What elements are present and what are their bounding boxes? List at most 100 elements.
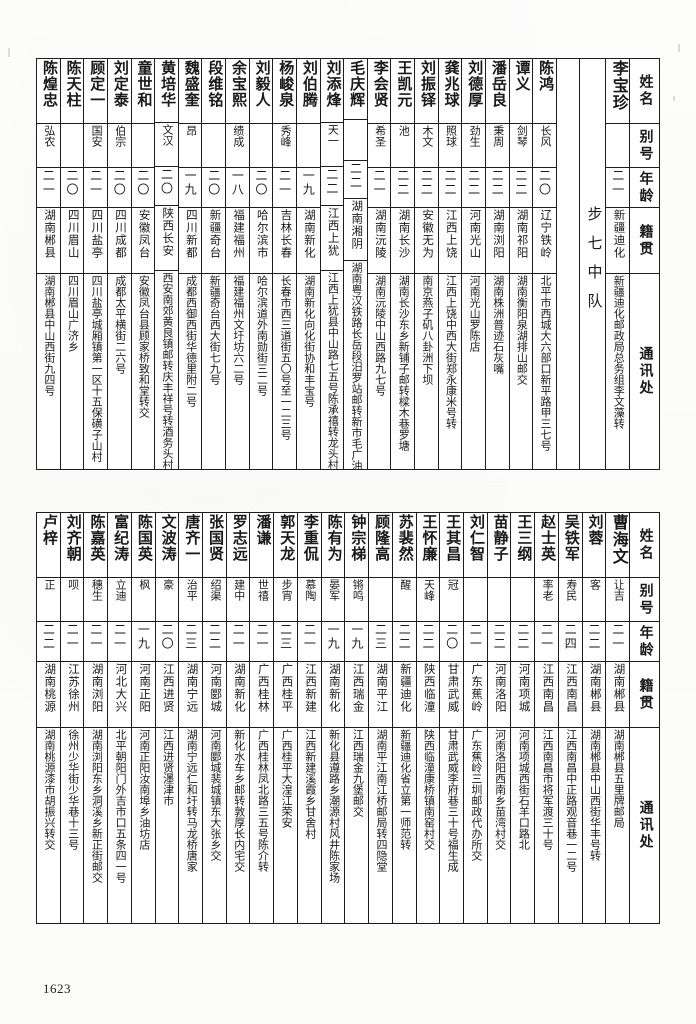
cell-native: 湖南新化 (321, 661, 345, 727)
cell-alias: 池 (391, 123, 414, 167)
cell-address-text: 成都西御西街华德里附二号 (184, 275, 197, 407)
cell-alias (606, 123, 629, 167)
person-column: 余宝熙 缋成 一八 福建福州 福建福州文圩坊六二号 (225, 59, 249, 469)
cell-age-text: 二一 (41, 169, 56, 197)
cell-name: 黄培华 (155, 59, 178, 122)
cell-name: 唐齐一 (179, 513, 202, 577)
cell-age: 二二 (344, 160, 367, 198)
cell-native: 湖南平江 (369, 661, 392, 727)
cell-age: 二〇 (155, 165, 178, 206)
cell-age-text: 二二 (419, 169, 434, 197)
cell-name-text: 刘仁智 (467, 514, 484, 562)
cell-name: 余宝熙 (226, 59, 249, 123)
cell-alias: 世禧 (250, 577, 274, 621)
person-column: 刘振铎 木文 二二 安徽无为 南京燕子矶八卦洲下坝 (414, 59, 438, 469)
cell-age-text: 二二 (492, 623, 507, 651)
cell-alias: 呗 (60, 577, 84, 621)
cell-native: 新疆奇台 (202, 207, 225, 273)
cell-age: 二二 (415, 167, 438, 207)
cell-address: 江西瑞金九堡邮交 (345, 727, 369, 923)
cell-alias: 醒 (392, 577, 416, 621)
cell-alias-text: 希圣 (373, 125, 386, 147)
cell-alias-text: 剑琴 (515, 125, 528, 147)
cell-native: 陕西长安 (155, 205, 178, 270)
cell-address-text: 湖南沅陵中山西路九七号 (373, 275, 386, 396)
cell-address-text: 湖南桃源漆市胡振兴转交 (42, 729, 55, 850)
cell-name: 郭天龙 (274, 513, 297, 577)
cell-age-text: 二一 (539, 623, 554, 651)
cell-name-text: 文波涛 (159, 514, 176, 562)
cell-address-text: 南京燕子矶八卦洲下坝 (420, 275, 433, 385)
cell-alias: 客 (582, 577, 606, 621)
cell-address: 江西进贤濹津市 (155, 727, 179, 923)
cell-address: 四川眉山广济乡 (60, 273, 84, 469)
person-column: 李会贤 希圣 二一 湖南沅陵 湖南沅陵中山西路九七号 (366, 59, 391, 469)
cell-name-text: 童世和 (135, 60, 152, 108)
cell-age: 二一 (84, 621, 108, 661)
cell-alias: 昂 (178, 123, 202, 167)
cell-name: 陈鸿 (533, 59, 556, 123)
cell-name: 刘振铎 (415, 59, 438, 123)
cell-name-text: 顾定一 (88, 60, 105, 108)
cell-age-text: 二〇 (159, 167, 174, 196)
cell-native-text: 湖南湘阴 (350, 200, 363, 251)
cell-native-text: 河南正阳 (138, 663, 151, 713)
cell-native: 新疆迪化 (606, 207, 629, 273)
cell-age-text: 二〇 (537, 169, 552, 197)
cell-name: 罗志远 (227, 513, 250, 577)
cell-age: 二一 (108, 621, 131, 661)
cell-name: 陈有为 (322, 513, 345, 577)
cell-native: 河南正阳 (131, 661, 155, 727)
cell-alias: 锵鸣 (345, 577, 369, 621)
cell-age: 二二 (511, 621, 535, 661)
cell-native: 湖南新化 (226, 661, 250, 727)
cell-alias-text: 伯宗 (113, 125, 126, 147)
person-column: 苗静子 二二 河南洛阳 河南洛阳西南乡苗湾村交 (486, 513, 511, 923)
cell-age-text: 二三 (373, 623, 388, 651)
person-column-lead: 曹海文 让吉 二一 湖南郴县 湖南郴县五里牌邮局 (605, 513, 629, 923)
cell-age-text: 二一 (65, 623, 80, 651)
cell-age-text: 二二 (348, 162, 363, 191)
section-label-text: 步七中队 (585, 206, 602, 322)
cell-name-text: 刘毅人 (253, 60, 270, 108)
cell-alias: 天峰 (416, 577, 440, 621)
cell-name-text: 黄培华 (159, 60, 176, 108)
roster-table-top: 陈煌忠 弘农 二一 湖南郴县 湖南郴县中山西街九四号 陈天柱 二〇 四川眉山 四川眉山广济乡 顾定… (36, 58, 660, 470)
cell-native: 安徽无为 (415, 207, 438, 273)
cell-alias (511, 577, 535, 621)
cell-address-text: 新疆奇台西大街七九号 (208, 275, 221, 385)
cell-name-text: 陈国英 (135, 514, 152, 562)
row-header-column: 姓名 别号 年龄 籍贯 通讯处 (628, 59, 659, 469)
cell-age: 二〇 (249, 167, 273, 207)
cell-native: 河北大兴 (108, 661, 131, 727)
cell-alias: 晏军 (321, 577, 345, 621)
cell-native-text: 湖南新化 (327, 663, 340, 713)
cell-native-text: 陕西长安 (161, 207, 174, 258)
cell-name: 吴铁军 (559, 513, 582, 577)
cell-address-text: 江西新建溪霞乡甘舍村 (303, 729, 316, 839)
cell-alias: 豪 (155, 577, 179, 621)
cell-native-text: 湖南长沙 (397, 209, 410, 259)
cell-age-text: 二〇 (160, 623, 175, 651)
cell-alias (463, 577, 487, 621)
cell-address: 湖南郴县五里牌邮局 (606, 727, 629, 923)
cell-age-text: 二二 (324, 167, 339, 196)
header-age: 年龄 (629, 167, 659, 207)
cell-native-text: 湖南桃源 (43, 663, 56, 713)
cell-native: 江西南昌 (558, 661, 582, 727)
cell-address-text: 福建福州文圩坊六二号 (231, 275, 244, 385)
cell-alias: 天一 (320, 122, 344, 165)
cell-native-text: 湖南新化 (232, 663, 245, 713)
person-column: 王怀廉 天峰 二二 陕西临潼 陕西临潼康桥镇南窑村交 (415, 513, 440, 923)
cell-alias: 国安 (84, 123, 107, 167)
cell-name-text: 罗志远 (230, 514, 247, 562)
cell-name-text: 王其昌 (444, 514, 461, 562)
person-column: 谭义 剑琴 二二 湖南祁阳 湖南衡阳泉湖排山邮交 (508, 59, 533, 469)
cell-age: 二一 (463, 621, 487, 661)
header-native-text: 籍贯 (637, 223, 653, 258)
cell-native: 湖南长沙 (391, 207, 414, 273)
cell-age: 二〇 (107, 167, 131, 207)
cell-age-text: 二二 (587, 623, 601, 651)
cell-address-text: 湖南郴县五里牌邮局 (612, 729, 625, 828)
cell-age: 二三 (179, 621, 203, 661)
